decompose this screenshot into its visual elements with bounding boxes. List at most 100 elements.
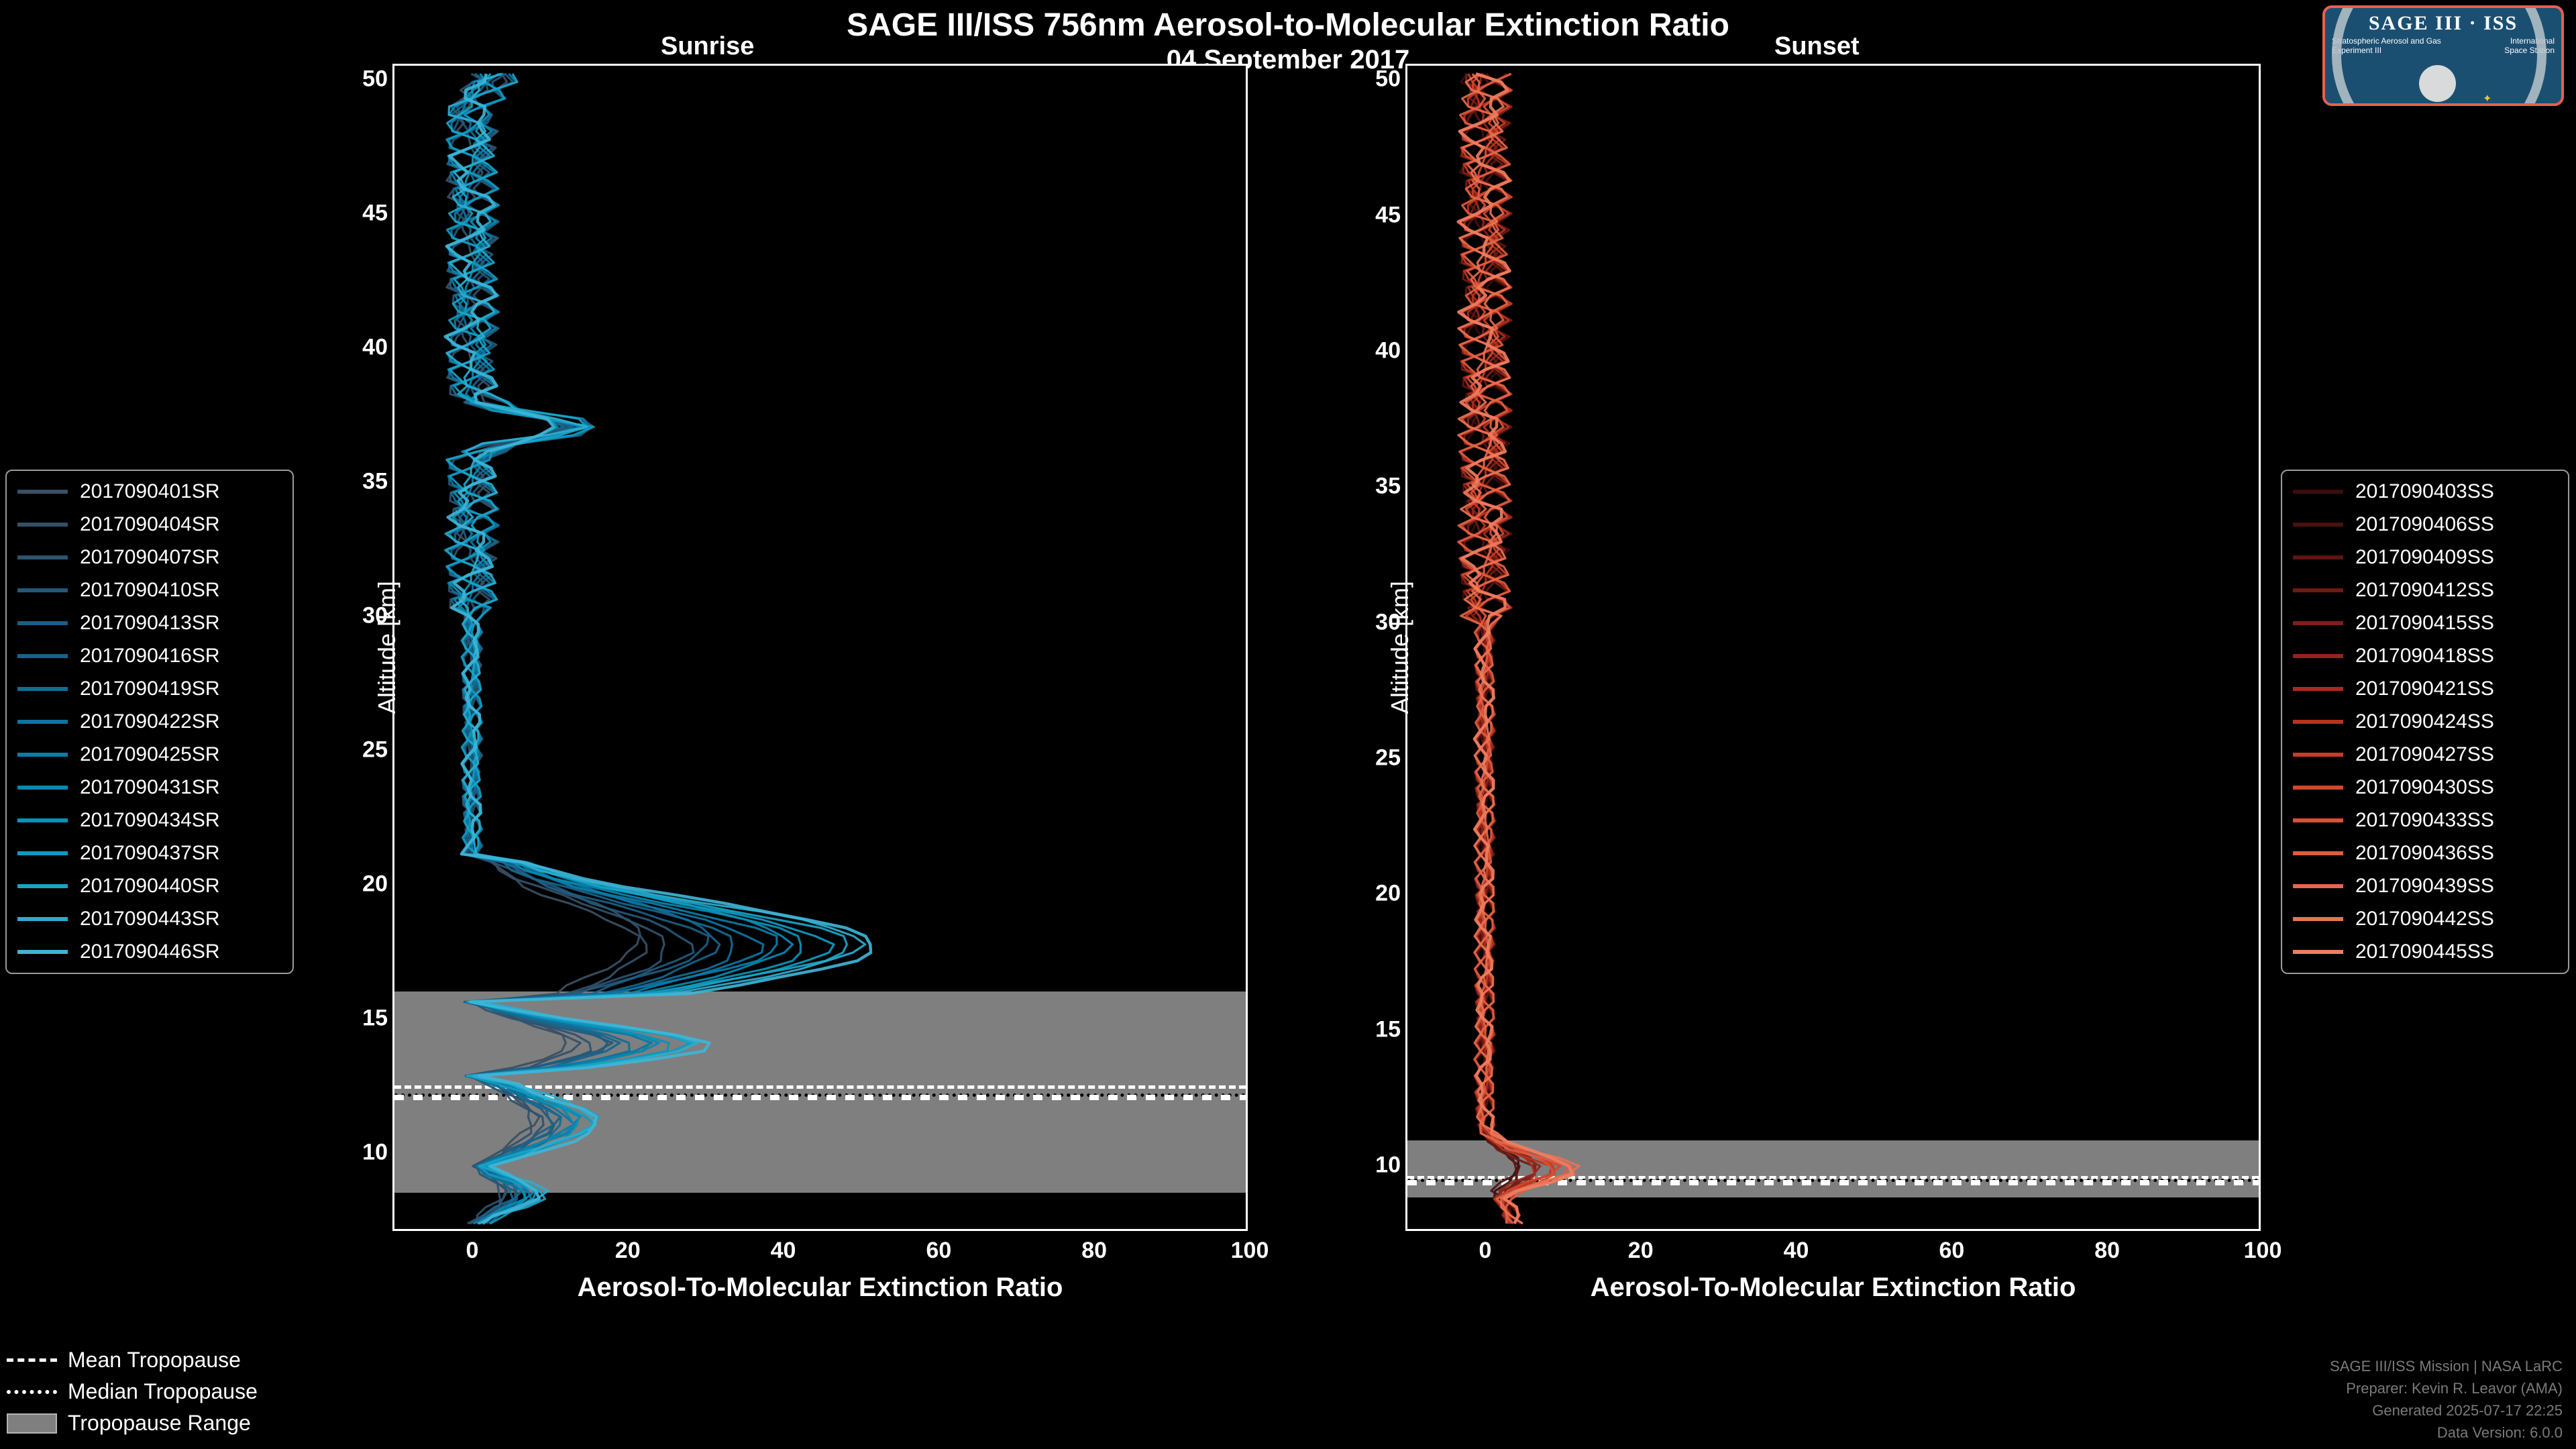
legend-row-2017090404SR[interactable]: 2017090404SR <box>17 513 282 536</box>
x-axis-tick-20[interactable]: 20 <box>1628 1238 1654 1264</box>
x-axis-tick-100[interactable]: 100 <box>2244 1238 2282 1264</box>
legend-row-2017090422SR[interactable]: 2017090422SR <box>17 710 282 733</box>
legend-row-2017090419SR[interactable]: 2017090419SR <box>17 678 282 700</box>
legend-swatch-2017090437SR <box>17 851 68 855</box>
legend-row-2017090445SS[interactable]: 2017090445SS <box>2293 941 2557 963</box>
y-axis-tick-20[interactable]: 20 <box>1375 881 1401 907</box>
legend-swatch-2017090415SS <box>2293 621 2343 625</box>
legend-row-2017090425SR[interactable]: 2017090425SR <box>17 743 282 766</box>
sunset-y-axis-label: Altitude [km] <box>1386 581 1414 714</box>
x-axis-tick-20[interactable]: 20 <box>615 1238 641 1264</box>
legend-row-2017090403SS[interactable]: 2017090403SS <box>2293 480 2557 503</box>
legend-swatch-2017090418SS <box>2293 654 2343 658</box>
legend-swatch-2017090421SS <box>2293 687 2343 691</box>
legend-label-2017090436SS: 2017090436SS <box>2355 842 2494 865</box>
sunrise-profile-id-legend[interactable]: 2017090401SR 2017090404SR 2017090407SR 2017… <box>5 470 294 974</box>
legend-row-2017090436SS[interactable]: 2017090436SS <box>2293 842 2557 865</box>
legend-row-2017090410SR[interactable]: 2017090410SR <box>17 579 282 602</box>
y-axis-tick-10[interactable]: 10 <box>1375 1152 1401 1178</box>
x-axis-tick-80[interactable]: 80 <box>2094 1238 2120 1264</box>
legend-row-2017090415SS[interactable]: 2017090415SS <box>2293 612 2557 635</box>
median-tropopause-swatch <box>7 1390 57 1394</box>
tropopause-range-legend-row[interactable]: Tropopause Range <box>7 1411 295 1436</box>
legend-row-2017090421SS[interactable]: 2017090421SS <box>2293 678 2557 700</box>
logo-artwork: ✦ ✦ ✦ <box>2325 55 2561 103</box>
mean-tropopause-legend-label: Mean Tropopause <box>68 1348 241 1373</box>
legend-swatch-2017090412SS <box>2293 588 2343 592</box>
y-axis-tick-40[interactable]: 40 <box>1375 337 1401 364</box>
footer-credits: SAGE III/ISS Mission | NASA LaRC Prepare… <box>2330 1355 2563 1444</box>
median-tropopause-legend-row[interactable]: Median Tropopause <box>7 1379 295 1404</box>
y-axis-tick-50[interactable]: 50 <box>1375 66 1401 93</box>
y-axis-tick-15[interactable]: 15 <box>1375 1016 1401 1042</box>
x-axis-tick-0[interactable]: 0 <box>466 1238 478 1264</box>
legend-label-2017090406SS: 2017090406SS <box>2355 513 2494 536</box>
sunrise-x-axis-ticks[interactable]: 0 20 40 60 80 100 <box>394 1232 1246 1266</box>
legend-row-2017090446SR[interactable]: 2017090446SR <box>17 941 282 963</box>
legend-label-2017090403SS: 2017090403SS <box>2355 480 2494 503</box>
legend-label-2017090407SR: 2017090407SR <box>80 546 220 569</box>
median-tropopause-legend-label: Median Tropopause <box>68 1379 258 1404</box>
legend-swatch-2017090419SR <box>17 687 68 691</box>
legend-swatch-2017090403SS <box>2293 490 2343 494</box>
sunset-profile-id-legend[interactable]: 2017090403SS 2017090406SS 2017090409SS 2017… <box>2281 470 2569 974</box>
legend-row-2017090409SS[interactable]: 2017090409SS <box>2293 546 2557 569</box>
x-axis-tick-80[interactable]: 80 <box>1081 1238 1107 1264</box>
legend-row-2017090430SS[interactable]: 2017090430SS <box>2293 776 2557 799</box>
x-axis-tick-60[interactable]: 60 <box>1939 1238 1964 1264</box>
mean-tropopause-legend-row[interactable]: Mean Tropopause <box>7 1348 295 1373</box>
sunrise-profile-lines <box>394 66 1246 1229</box>
legend-row-2017090442SS[interactable]: 2017090442SS <box>2293 908 2557 930</box>
legend-row-2017090424SS[interactable]: 2017090424SS <box>2293 710 2557 733</box>
legend-row-2017090443SR[interactable]: 2017090443SR <box>17 908 282 930</box>
y-axis-tick-40[interactable]: 40 <box>362 335 388 361</box>
y-axis-tick-45[interactable]: 45 <box>1375 202 1401 228</box>
legend-row-2017090433SS[interactable]: 2017090433SS <box>2293 809 2557 832</box>
legend-row-2017090434SR[interactable]: 2017090434SR <box>17 809 282 832</box>
legend-label-2017090415SS: 2017090415SS <box>2355 612 2494 635</box>
legend-swatch-2017090401SR <box>17 490 68 494</box>
legend-row-2017090401SR[interactable]: 2017090401SR <box>17 480 282 503</box>
legend-row-2017090437SR[interactable]: 2017090437SR <box>17 842 282 865</box>
legend-swatch-2017090413SR <box>17 621 68 625</box>
y-axis-tick-20[interactable]: 20 <box>362 871 388 898</box>
legend-row-2017090416SR[interactable]: 2017090416SR <box>17 645 282 667</box>
legend-label-2017090410SR: 2017090410SR <box>80 579 220 602</box>
y-axis-tick-45[interactable]: 45 <box>362 201 388 227</box>
legend-label-2017090416SR: 2017090416SR <box>80 645 220 667</box>
legend-swatch-2017090430SS <box>2293 786 2343 790</box>
y-axis-tick-25[interactable]: 25 <box>362 737 388 763</box>
x-axis-tick-40[interactable]: 40 <box>1784 1238 1809 1264</box>
legend-row-2017090407SR[interactable]: 2017090407SR <box>17 546 282 569</box>
sunset-x-axis-ticks[interactable]: 0 20 40 60 80 100 <box>1407 1232 2259 1266</box>
legend-row-2017090418SS[interactable]: 2017090418SS <box>2293 645 2557 667</box>
legend-label-2017090413SR: 2017090413SR <box>80 612 220 635</box>
x-axis-tick-40[interactable]: 40 <box>771 1238 796 1264</box>
legend-row-2017090439SS[interactable]: 2017090439SS <box>2293 875 2557 898</box>
legend-swatch-2017090422SR <box>17 720 68 724</box>
y-axis-tick-50[interactable]: 50 <box>362 66 388 93</box>
legend-row-2017090427SS[interactable]: 2017090427SS <box>2293 743 2557 766</box>
x-axis-tick-0[interactable]: 0 <box>1479 1238 1491 1264</box>
legend-row-2017090431SR[interactable]: 2017090431SR <box>17 776 282 799</box>
legend-swatch-2017090406SS <box>2293 523 2343 527</box>
legend-row-2017090406SS[interactable]: 2017090406SS <box>2293 513 2557 536</box>
y-axis-tick-15[interactable]: 15 <box>362 1006 388 1032</box>
y-axis-tick-25[interactable]: 25 <box>1375 745 1401 771</box>
tropopause-style-legend[interactable]: Mean Tropopause Median Tropopause Tropop… <box>7 1348 295 1442</box>
legend-row-2017090440SR[interactable]: 2017090440SR <box>17 875 282 898</box>
legend-row-2017090412SS[interactable]: 2017090412SS <box>2293 579 2557 602</box>
x-axis-tick-100[interactable]: 100 <box>1231 1238 1269 1264</box>
y-axis-tick-35[interactable]: 35 <box>362 469 388 495</box>
legend-label-2017090431SR: 2017090431SR <box>80 776 220 799</box>
main-title: SAGE III/ISS 756nm Aerosol-to-Molecular … <box>0 7 2576 44</box>
legend-swatch-2017090404SR <box>17 523 68 527</box>
legend-label-2017090425SR: 2017090425SR <box>80 743 220 766</box>
x-axis-tick-60[interactable]: 60 <box>926 1238 951 1264</box>
y-axis-tick-35[interactable]: 35 <box>1375 474 1401 500</box>
sunset-chart-panel: 10 15 20 25 30 35 40 45 50 0 20 40 60 80 100 Altitude… <box>1405 64 2261 1231</box>
legend-row-2017090413SR[interactable]: 2017090413SR <box>17 612 282 635</box>
legend-swatch-2017090445SS <box>2293 950 2343 954</box>
y-axis-tick-10[interactable]: 10 <box>362 1140 388 1166</box>
sunrise-chart-panel: 10 15 20 25 30 35 40 45 50 0 20 40 60 80 100 Altitude… <box>392 64 1248 1231</box>
